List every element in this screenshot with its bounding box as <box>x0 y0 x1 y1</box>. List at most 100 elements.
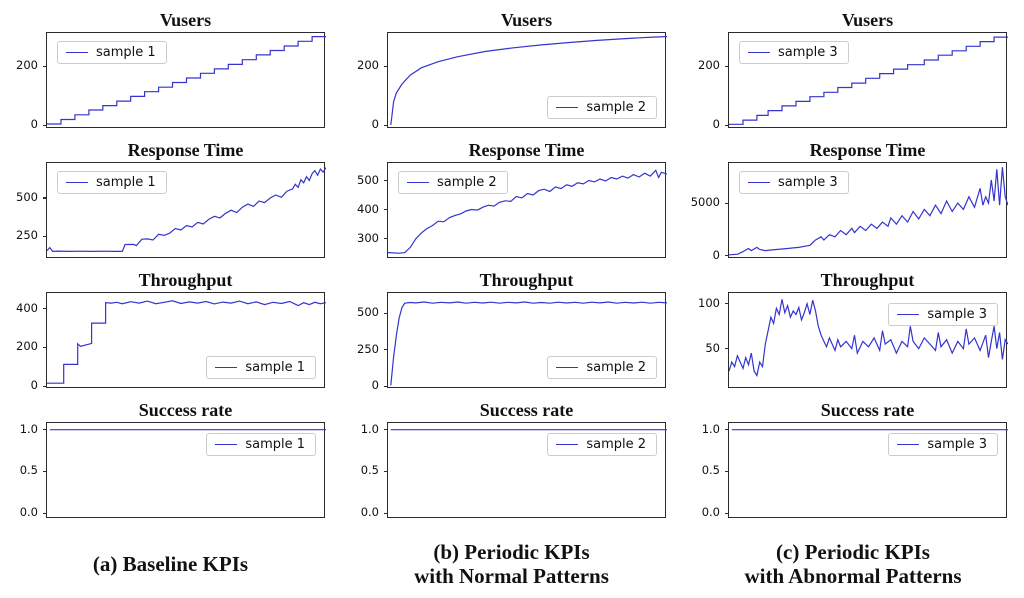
plot-wrap: sample 1 0 200 400 <box>16 292 341 392</box>
y-tick-label: 500 <box>16 190 38 204</box>
y-tick-mark <box>384 208 388 211</box>
y-tick-mark <box>384 312 388 314</box>
chart-title: Response Time <box>127 140 244 160</box>
y-tick-mark <box>725 255 729 257</box>
caption-b: (b) Periodic KPIs with Normal Patterns <box>341 538 682 590</box>
legend: sample 2 <box>547 96 657 119</box>
series-line <box>729 299 1008 378</box>
y-tick-mark <box>43 235 47 237</box>
y-tick-label: 0.5 <box>701 463 720 478</box>
y-axis: 0 200 400 <box>1 293 47 392</box>
y-axis: 0 200 <box>1 33 47 132</box>
y-tick-label: 300 <box>357 230 379 245</box>
y-axis: 0 200 <box>342 33 388 131</box>
y-axis: 50 100 <box>683 293 729 389</box>
y-tick-mark <box>725 470 729 472</box>
y-tick-mark <box>725 429 729 431</box>
legend-line-icon <box>556 107 579 108</box>
caption-line: with Normal Patterns <box>414 564 609 588</box>
y-tick-mark <box>43 124 47 126</box>
plot-area: sample 3 0.0 0.5 1.0 <box>702 422 1008 519</box>
legend: sample 3 <box>739 41 849 64</box>
plot-area: sample 2 0.0 0.5 1.0 <box>361 422 667 519</box>
y-tick-label: 0 <box>712 117 720 132</box>
y-tick-mark <box>384 179 388 182</box>
plot-wrap: sample 2 300 400 500 <box>357 162 682 258</box>
chart-response-time-sample1: Response Time sample 1 250 500 <box>0 138 341 268</box>
y-tick-label: 0 <box>371 378 379 393</box>
legend-label: sample 1 <box>96 175 156 190</box>
caption-a: (a) Baseline KPIs <box>0 538 341 590</box>
y-tick-label: 50 <box>705 340 720 355</box>
caption-c: (c) Periodic KPIs with Abnormal Patterns <box>682 538 1024 590</box>
chart-title: Throughput <box>138 270 233 290</box>
series-line <box>390 36 667 125</box>
chart-response-time-sample2: Response Time sample 2 300 400 500 <box>341 138 682 268</box>
legend-label: sample 3 <box>778 175 838 190</box>
y-axis: 300 400 500 <box>342 163 388 259</box>
chart-title: Throughput <box>820 270 915 290</box>
y-axis: 250 500 <box>1 163 47 259</box>
legend-label: sample 2 <box>586 100 646 115</box>
plot-area: sample 1 0 200 400 <box>16 292 326 392</box>
y-tick-mark <box>384 238 388 240</box>
legend-line-icon <box>66 52 88 53</box>
chart-vusers-sample2: Vusers sample 2 0 200 <box>341 8 682 138</box>
chart-title: Response Time <box>468 140 585 160</box>
legend: sample 2 <box>398 171 508 194</box>
series-line <box>729 36 1008 125</box>
legend-line-icon <box>897 314 920 315</box>
y-tick-mark <box>43 385 47 387</box>
y-tick-label: 0.0 <box>701 505 720 520</box>
chart-title: Vusers <box>841 10 894 30</box>
y-tick-label: 500 <box>357 172 379 187</box>
chart-title: Success rate <box>820 400 915 420</box>
chart-title: Success rate <box>138 400 233 420</box>
y-tick-mark <box>384 512 388 514</box>
y-tick-mark <box>725 348 729 350</box>
legend: sample 1 <box>57 171 167 194</box>
plot-wrap: sample 3 0 5000 <box>691 162 1024 262</box>
plot-wrap: sample 1 250 500 <box>16 162 341 258</box>
legend: sample 1 <box>206 433 316 456</box>
y-tick-label: 0 <box>30 378 38 393</box>
y-tick-label: 0.5 <box>360 463 379 478</box>
caption-line: (a) Baseline KPIs <box>92 552 249 576</box>
legend-label: sample 2 <box>586 437 646 452</box>
chart-title: Vusers <box>159 10 212 30</box>
plot-area: sample 3 0 5000 <box>691 162 1008 262</box>
series-line <box>47 35 326 125</box>
legend-label: sample 2 <box>437 175 497 190</box>
plot-wrap: sample 3 0 200 <box>698 32 1024 131</box>
y-tick-label: 250 <box>16 228 38 243</box>
y-tick-label: 500 <box>357 305 379 320</box>
y-tick-mark <box>725 303 729 305</box>
series-line <box>47 167 326 253</box>
legend-line-icon <box>748 52 770 53</box>
y-tick-mark <box>43 65 47 67</box>
legend-line-icon <box>556 367 579 368</box>
plot-area: sample 2 300 400 500 <box>357 162 667 258</box>
y-axis: 0.0 0.5 1.0 <box>1 422 47 519</box>
caption-line: with Abnormal Patterns <box>744 564 962 588</box>
y-tick-label: 0.0 <box>360 505 379 520</box>
series-line <box>49 429 326 431</box>
legend: sample 3 <box>888 433 998 456</box>
legend: sample 2 <box>547 356 657 379</box>
series-line <box>390 301 667 386</box>
y-tick-label: 200 <box>698 58 720 73</box>
series-line <box>47 300 326 384</box>
plot-area: sample 2 0 250 500 <box>357 292 667 392</box>
chart-title: Vusers <box>500 10 553 30</box>
y-tick-mark <box>725 202 729 204</box>
legend: sample 1 <box>57 41 167 64</box>
y-tick-mark <box>384 124 388 126</box>
y-tick-label: 1.0 <box>360 421 379 436</box>
y-tick-label: 200 <box>16 339 38 354</box>
y-tick-label: 0 <box>30 117 38 132</box>
chart-success-rate-sample2: Success rate sample 2 0.0 0.5 1.0 <box>341 398 682 528</box>
y-tick-label: 200 <box>16 58 38 73</box>
chart-title: Response Time <box>809 140 926 160</box>
plot-wrap: sample 2 0 250 500 <box>357 292 682 392</box>
